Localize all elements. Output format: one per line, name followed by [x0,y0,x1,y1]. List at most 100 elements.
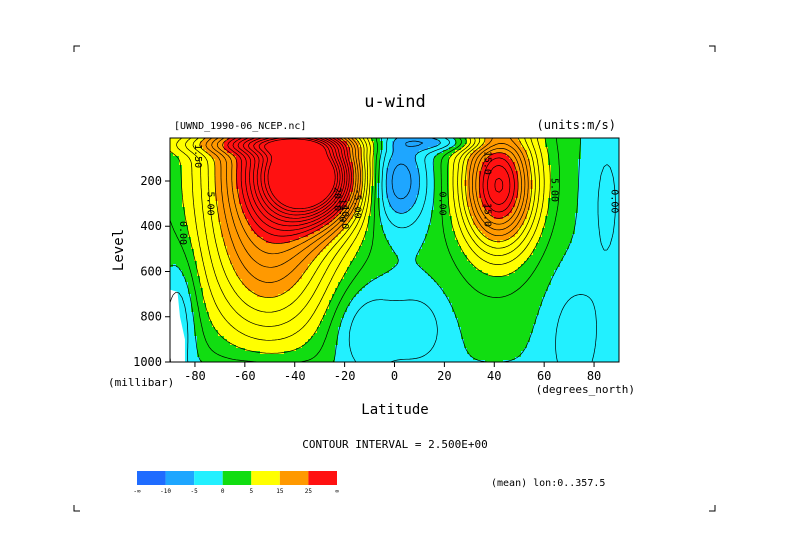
field-cell [281,180,284,183]
field-cell [341,300,344,303]
field-cell [326,279,329,282]
field-cell [197,357,200,360]
field-cell [359,243,362,246]
field-cell [269,294,272,297]
field-cell [278,285,281,288]
field-cell [185,219,188,222]
field-cell [317,162,320,165]
field-cell [332,276,335,279]
field-cell [320,345,323,348]
field-cell [248,210,251,213]
field-cell [281,357,284,360]
field-cell [335,324,338,327]
field-cell [290,267,293,270]
field-cell [179,189,182,192]
field-cell [350,273,353,276]
field-cell [173,195,176,198]
field-cell [215,354,218,357]
field-cell [272,141,275,144]
field-cell [236,309,239,312]
field-cell [176,261,179,264]
field-cell [359,273,362,276]
field-cell [242,219,245,222]
field-cell [284,276,287,279]
field-cell [185,156,188,159]
field-cell [341,267,344,270]
field-cell [251,144,254,147]
field-cell [368,258,371,261]
field-cell [218,150,221,153]
field-cell [224,315,227,318]
field-cell [317,231,320,234]
field-cell [302,336,305,339]
field-cell [203,276,206,279]
field-cell [290,144,293,147]
field-cell [341,246,344,249]
field-cell [206,219,209,222]
field-cell [290,195,293,198]
field-cell [245,294,248,297]
field-cell [314,255,317,258]
field-cell [299,201,302,204]
field-cell [302,189,305,192]
field-cell [206,180,209,183]
field-cell [224,348,227,351]
field-cell [218,297,221,300]
field-cell [239,249,242,252]
field-cell [185,264,188,267]
field-cell [224,180,227,183]
field-cell [212,243,215,246]
field-cell [251,147,254,150]
field-cell [311,234,314,237]
field-cell [218,213,221,216]
field-cell [248,186,251,189]
field-cell [212,348,215,351]
field-cell [275,315,278,318]
field-cell [170,201,173,204]
field-cell [302,177,305,180]
field-cell [257,144,260,147]
field-cell [320,300,323,303]
field-cell [182,288,185,291]
field-cell [299,141,302,144]
field-cell [173,171,176,174]
field-cell [209,231,212,234]
field-cell [305,192,308,195]
field-cell [281,222,284,225]
field-cell [311,282,314,285]
field-cell [290,201,293,204]
field-cell [344,258,347,261]
field-cell [353,201,356,204]
field-cell [206,150,209,153]
field-cell [311,303,314,306]
field-cell [230,198,233,201]
field-cell [350,216,353,219]
field-cell [230,222,233,225]
field-cell [362,258,365,261]
field-cell [191,219,194,222]
field-cell [191,339,194,342]
field-cell [251,354,254,357]
field-cell [272,189,275,192]
field-cell [245,201,248,204]
field-cell [359,261,362,264]
field-cell [281,237,284,240]
field-cell [284,231,287,234]
field-cell [308,306,311,309]
field-cell [320,303,323,306]
field-cell [299,282,302,285]
field-cell [341,297,344,300]
field-cell [266,276,269,279]
field-cell [218,171,221,174]
field-cell [179,225,182,228]
field-cell [203,249,206,252]
field-cell [212,318,215,321]
field-cell [224,279,227,282]
field-cell [275,300,278,303]
field-cell [251,162,254,165]
field-cell [281,270,284,273]
field-cell [275,288,278,291]
field-cell [353,360,356,362]
field-cell [284,210,287,213]
field-cell [173,225,176,228]
